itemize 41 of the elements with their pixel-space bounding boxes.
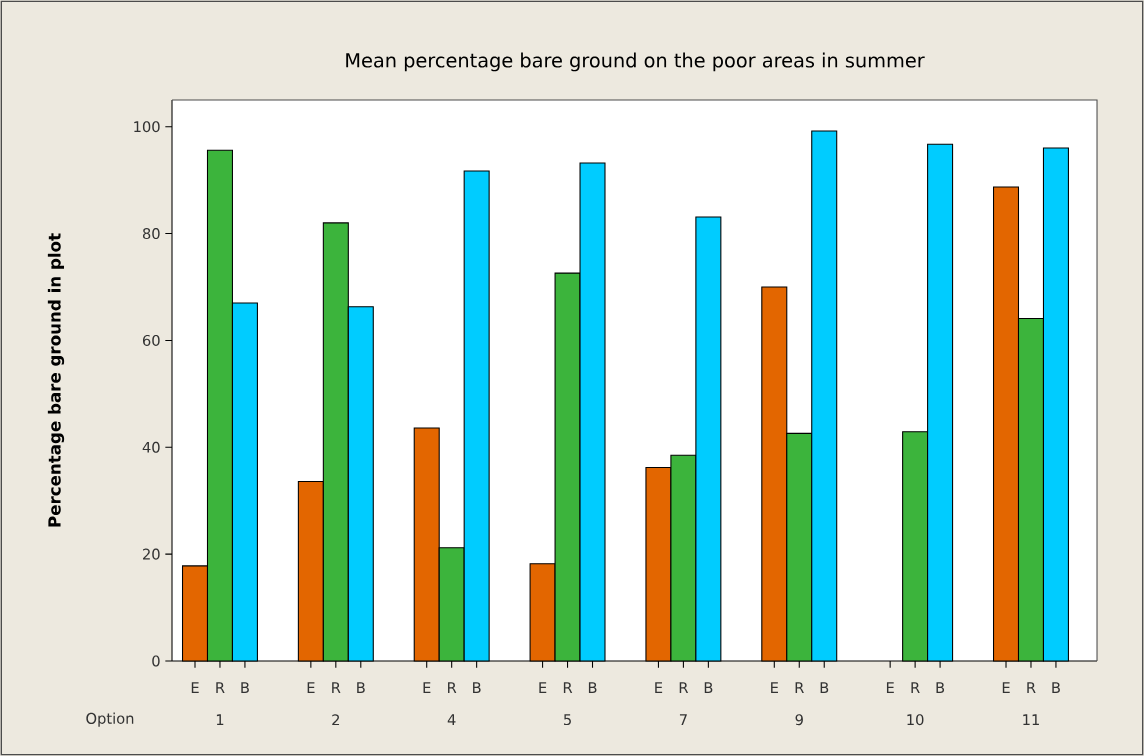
text: B bbox=[704, 682, 713, 694]
text: R bbox=[795, 682, 804, 694]
y-tick-label: 80 bbox=[142, 228, 160, 240]
text: E bbox=[539, 682, 547, 694]
text: E bbox=[1002, 682, 1010, 694]
text: B bbox=[936, 682, 945, 694]
x-tick-label: 5 bbox=[564, 714, 571, 726]
text: R bbox=[563, 682, 573, 694]
text: E bbox=[771, 682, 778, 694]
text: B bbox=[1052, 682, 1060, 694]
text: E bbox=[655, 682, 663, 694]
x-tick-label: 4 bbox=[447, 714, 456, 726]
x-tick-label: 2 bbox=[332, 714, 340, 726]
text: R bbox=[679, 682, 689, 694]
x-tick-label: 1 bbox=[216, 714, 224, 726]
y-tick-label: 60 bbox=[142, 334, 160, 346]
text: R bbox=[448, 682, 457, 694]
text: R bbox=[1027, 682, 1036, 694]
text: E bbox=[423, 682, 431, 694]
text: B bbox=[820, 682, 829, 694]
text: R bbox=[911, 682, 920, 694]
y-tick-label: 0 bbox=[152, 655, 160, 667]
x-tick-label: 9 bbox=[795, 714, 803, 726]
x-axis-title: Option bbox=[86, 712, 134, 727]
legend-label: E bbox=[191, 682, 199, 694]
text: R bbox=[332, 682, 341, 694]
x-tick-label: 10 bbox=[907, 714, 924, 726]
y-tick-label: 40 bbox=[142, 441, 160, 453]
text: E bbox=[886, 682, 894, 694]
legend-label: R bbox=[216, 682, 225, 694]
legend-label: B bbox=[241, 682, 249, 694]
x-tick-label: 7 bbox=[679, 714, 687, 726]
text: B bbox=[588, 682, 597, 694]
y-axis-title: Percentage bare ground in plot bbox=[47, 233, 65, 527]
y-tick-label: 100 bbox=[134, 121, 160, 133]
chart-title: Mean percentage bare ground on the poor areas in summer bbox=[346, 52, 925, 72]
y-tick-label: 20 bbox=[143, 548, 160, 560]
text: B bbox=[357, 682, 365, 694]
text: E bbox=[307, 682, 315, 694]
text: B bbox=[473, 682, 481, 694]
x-tick-label: 11 bbox=[1023, 714, 1039, 726]
